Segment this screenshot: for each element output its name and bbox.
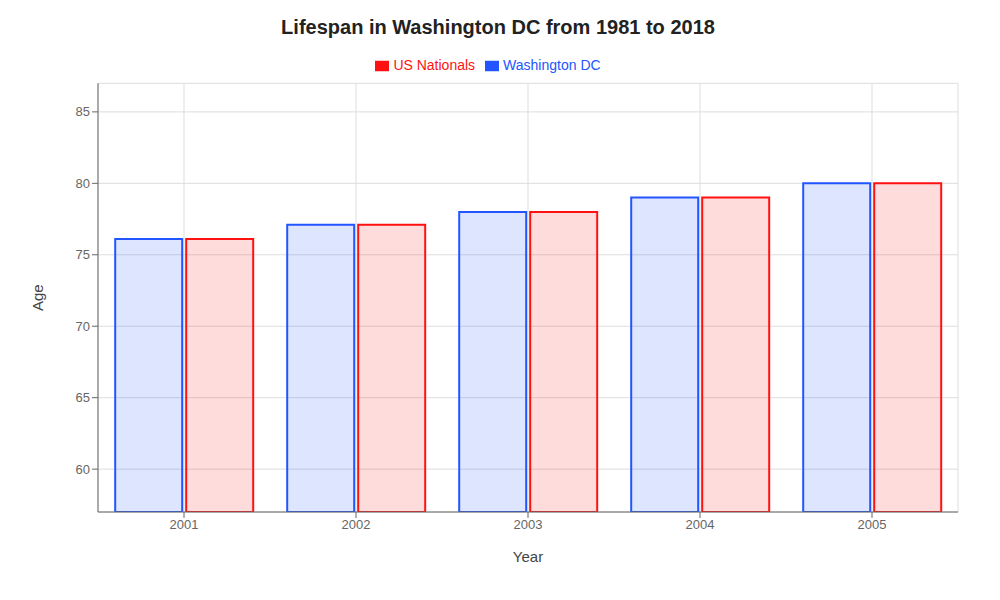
svg-text:60: 60 <box>76 462 90 477</box>
svg-text:65: 65 <box>76 390 90 405</box>
html-text:Lifespan in Washington DC from: Lifespan in Washington DC from 1981 to 2… <box>281 16 715 38</box>
svg-text:70: 70 <box>76 319 90 334</box>
html-text:US Nationals: US Nationals <box>393 57 476 73</box>
svg-text:2004: 2004 <box>686 517 715 532</box>
svg-text:80: 80 <box>76 176 90 191</box>
svg-text:Age: Age <box>29 284 46 311</box>
svg-text:75: 75 <box>76 247 90 262</box>
svg-text:85: 85 <box>76 104 90 119</box>
svg-text:2003: 2003 <box>514 517 543 532</box>
svg-text:2002: 2002 <box>342 517 371 532</box>
html-text:Washington DC: Washington DC <box>503 57 601 73</box>
svg-text:2001: 2001 <box>170 517 199 532</box>
svg-text:Year: Year <box>513 548 543 565</box>
svg-text:2005: 2005 <box>858 517 887 532</box>
